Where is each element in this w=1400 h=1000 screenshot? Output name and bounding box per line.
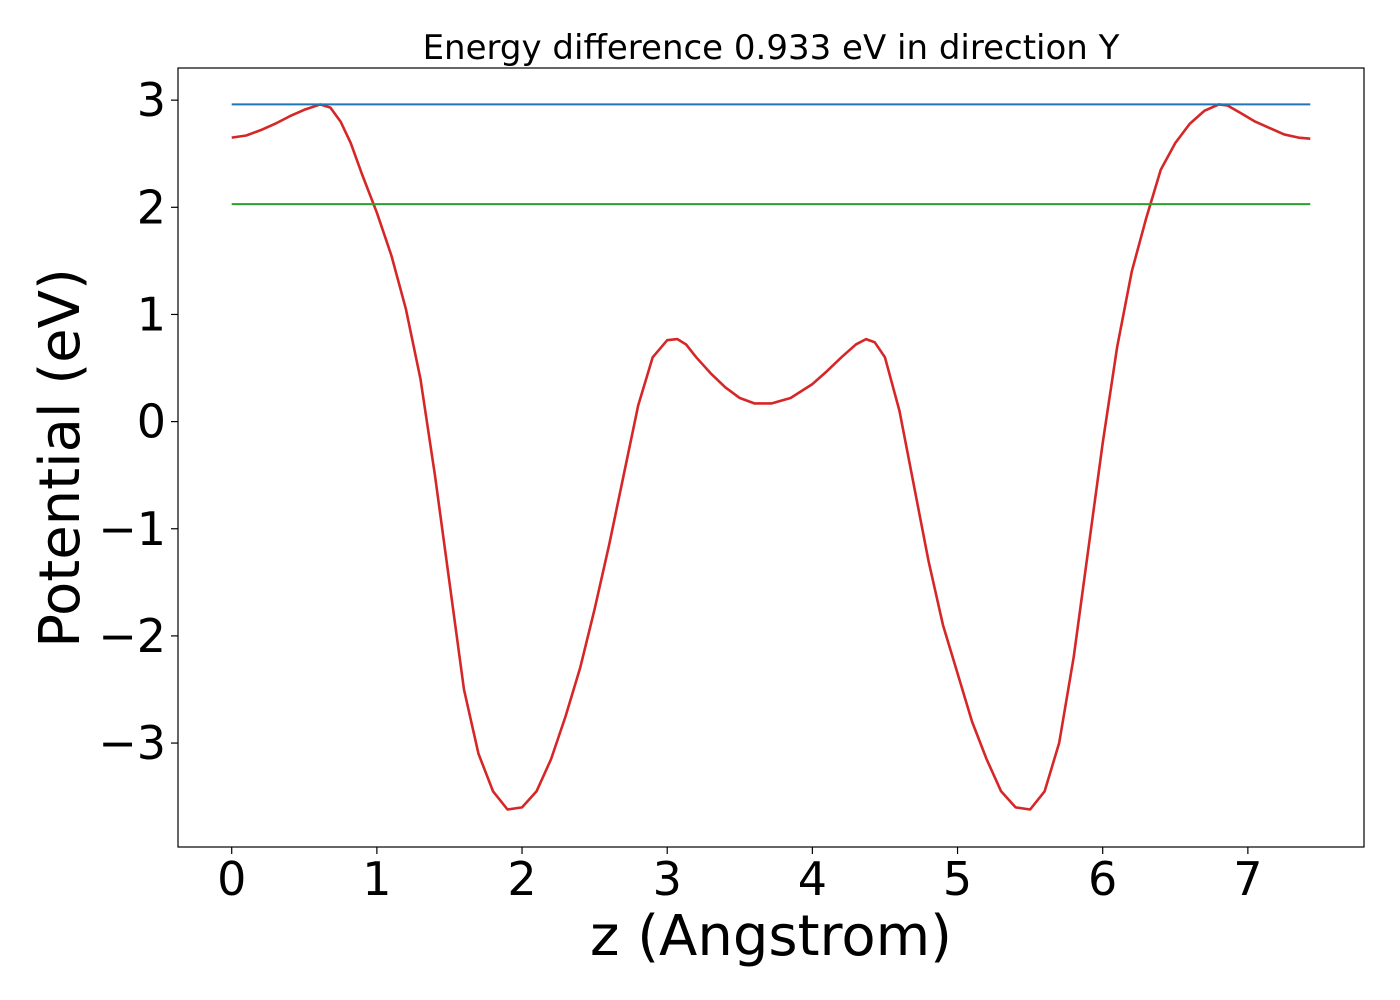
y-tick-label: −3 — [98, 716, 166, 770]
x-tick-label: 5 — [943, 852, 972, 906]
x-tick-label: 1 — [362, 852, 391, 906]
x-axis: 0 1 2 3 4 5 6 7 — [217, 847, 1263, 906]
y-tick-label: −2 — [98, 609, 166, 663]
y-tick-label: 2 — [137, 180, 166, 234]
x-tick-label: 7 — [1233, 852, 1262, 906]
y-axis-label: Potential (eV) — [28, 268, 93, 648]
y-tick-label: 3 — [137, 73, 166, 127]
potential-curve — [231, 103, 1311, 811]
x-tick-label: 4 — [798, 852, 827, 906]
y-tick-label: 0 — [137, 395, 166, 449]
x-tick-label: 6 — [1088, 852, 1117, 906]
x-tick-label: 3 — [653, 852, 682, 906]
chart-title: Energy difference 0.933 eV in direction … — [423, 28, 1120, 68]
x-axis-label: z (Angstrom) — [590, 904, 952, 969]
x-tick-label: 0 — [217, 852, 246, 906]
y-tick-label: −1 — [98, 502, 166, 556]
y-tick-label: 1 — [137, 287, 166, 341]
y-axis: −3 −2 −1 0 1 2 3 — [98, 73, 178, 770]
plot-area — [231, 103, 1311, 811]
plot-frame — [177, 67, 1365, 848]
x-tick-label: 2 — [507, 852, 536, 906]
